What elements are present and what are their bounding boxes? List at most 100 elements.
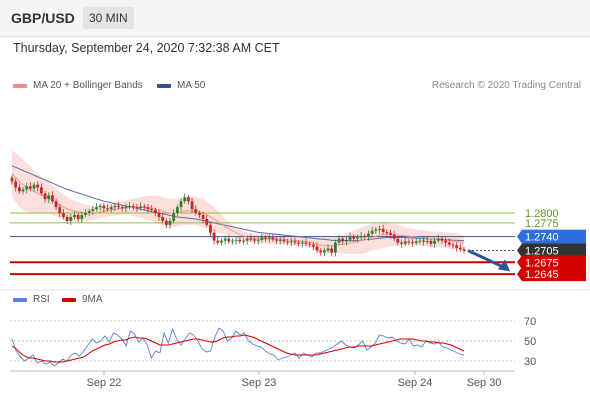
candle-body: [308, 243, 312, 245]
candle-body: [28, 186, 32, 189]
candle-body: [238, 239, 242, 242]
legend-rsi-label: RSI: [33, 294, 50, 305]
candle-body: [65, 216, 69, 221]
candle-body: [47, 195, 51, 200]
candle-body: [146, 207, 150, 210]
candle-body: [356, 237, 359, 239]
candle-body: [422, 240, 425, 242]
candle-body: [135, 207, 139, 209]
candle-body: [300, 242, 304, 244]
x-tick-label: Sep 30: [467, 377, 502, 389]
candle-body: [385, 231, 389, 233]
candle-body: [407, 241, 411, 243]
candle-body: [231, 240, 234, 242]
candle-body: [436, 238, 440, 241]
x-tick-label: Sep 23: [242, 377, 277, 389]
candle-body: [161, 216, 165, 221]
forecast-arrow-head: [498, 259, 510, 272]
candle-body: [32, 184, 36, 189]
ma50-swatch: [157, 83, 171, 88]
candle-body: [267, 237, 271, 239]
candle-body: [425, 241, 429, 243]
rsi-series-9ma: [11, 334, 465, 363]
symbol-title: GBP/USD: [11, 10, 75, 26]
rsi-series-rsi: [11, 327, 465, 367]
legend-ma50-label: MA 50: [177, 80, 206, 91]
candle-body: [227, 238, 231, 242]
candle-body: [429, 241, 433, 244]
chart-datetime: Thursday, September 24, 2020 7:32:38 AM …: [13, 41, 280, 55]
candle-body: [153, 209, 157, 214]
candle-body: [150, 209, 154, 211]
candle-body: [458, 247, 462, 250]
candle-body: [319, 250, 323, 253]
candle-body: [58, 207, 62, 214]
x-tick-label: Sep 24: [398, 377, 433, 389]
candle-body: [102, 205, 106, 209]
level-tag-1.2705: [517, 243, 586, 258]
candle-body: [253, 239, 256, 241]
candle-body: [411, 242, 414, 244]
bollinger-band: [12, 150, 464, 254]
candle-body: [275, 239, 278, 241]
rsi-tick-30: 30: [524, 356, 536, 368]
candle-body: [359, 235, 363, 238]
timeframe-badge[interactable]: 30 MIN: [83, 7, 134, 29]
candle-body: [109, 207, 113, 210]
candle-body: [10, 177, 14, 182]
candle-body: [293, 241, 297, 243]
level-tag-1.2740: [517, 229, 586, 244]
candle-body: [330, 248, 334, 253]
candle-body: [271, 237, 275, 240]
candle-body: [194, 209, 198, 214]
candle-body: [87, 211, 91, 214]
candle-body: [234, 239, 238, 241]
candle-body: [311, 244, 315, 247]
candle-body: [36, 184, 40, 188]
candle-body: [84, 213, 87, 216]
candle-body: [444, 240, 448, 243]
candle-body: [414, 241, 418, 243]
rsi-tick-70: 70: [524, 316, 536, 328]
research-credit: Research © 2020 Trading Central: [431, 80, 581, 91]
candle-body: [201, 215, 205, 219]
candle-body: [220, 240, 223, 243]
chart-header: GBP/USD 30 MIN: [0, 0, 590, 37]
candle-body: [209, 224, 212, 233]
candle-body: [264, 237, 267, 239]
x-tick-label: Sep 22: [87, 377, 122, 389]
candle-body: [157, 213, 161, 217]
candle-body: [392, 234, 396, 239]
candle-body: [183, 197, 187, 202]
candle-body: [39, 187, 43, 194]
candle-body: [80, 215, 84, 219]
candle-body: [374, 229, 378, 231]
candle-body: [363, 235, 367, 237]
candle-body: [260, 237, 264, 240]
level-tag-1.2675: [517, 255, 586, 270]
level-label-1.2775: 1.2775: [525, 218, 559, 230]
candle-body: [451, 244, 455, 246]
candle-body: [249, 238, 253, 240]
candle-body: [286, 241, 290, 243]
candle-body: [51, 195, 54, 202]
candle-body: [333, 242, 337, 253]
candle-body: [381, 228, 385, 232]
candle-body: [289, 241, 293, 243]
candle-body: [345, 239, 348, 242]
forecast-arrow-shaft: [467, 249, 505, 269]
candle-body: [179, 201, 183, 208]
candle-body: [205, 218, 209, 225]
candle-body: [117, 205, 120, 208]
candle-body: [73, 215, 76, 217]
candle-body: [245, 238, 249, 241]
candle-body: [168, 220, 172, 225]
legend-ma20-label: MA 20 + Bollinger Bands: [33, 80, 143, 91]
ma9-swatch: [62, 297, 76, 302]
level-label-1.2705: 1.2705: [525, 245, 559, 257]
candle-body: [120, 207, 124, 209]
candle-body: [447, 242, 451, 245]
level-tag-1.2645: [517, 267, 586, 282]
level-label-1.2740: 1.2740: [525, 232, 559, 244]
